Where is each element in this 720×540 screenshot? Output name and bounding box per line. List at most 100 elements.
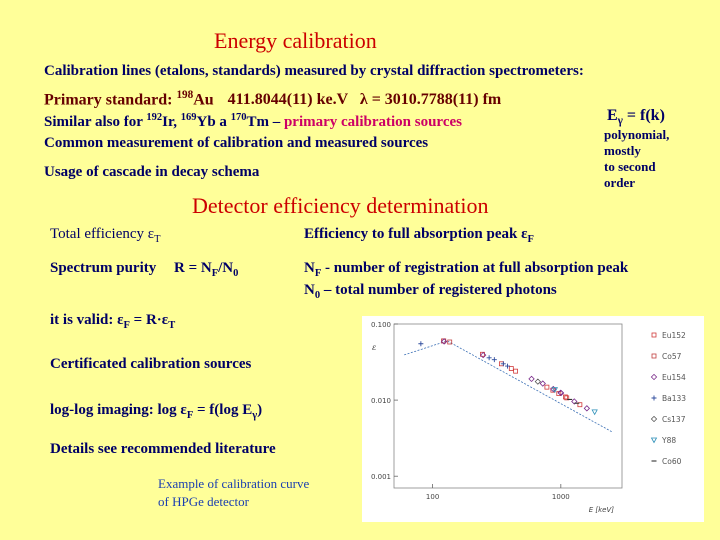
nf-text: - number of registration at full absorpt… xyxy=(321,260,629,276)
similar-sources-line: Similar also for 192Ir, 169Yb a 170Tm – … xyxy=(44,112,462,131)
similar-highlight: primary calibration sources xyxy=(283,114,462,130)
data-point xyxy=(583,405,591,412)
valid-relation: it is valid: εF = R·εT xyxy=(50,312,175,331)
fit-curve xyxy=(404,340,613,433)
heading-detector-efficiency: Detector efficiency determination xyxy=(192,193,489,218)
side-note-line: to second xyxy=(604,159,656,174)
primary-label: Primary standard: xyxy=(44,91,177,109)
valid-sub-f: F xyxy=(123,320,130,331)
calibration-lines-text: Calibration lines (etalons, standards) m… xyxy=(44,63,584,79)
efficiency-calibration-chart: 0.100 0.010 0.001 100 1000 ε E [keV] Eu152 Co57 E… xyxy=(362,316,704,522)
data-point xyxy=(508,366,514,371)
data-point xyxy=(564,395,570,401)
loglog-end: ) xyxy=(257,402,263,418)
data-point xyxy=(480,351,487,359)
legend-label: Co60 xyxy=(662,457,682,466)
total-efficiency-label: Total efficiency ε xyxy=(50,226,155,242)
loglog-imaging: log-log imaging: log εF = f(log Eγ) xyxy=(50,402,262,421)
data-point xyxy=(591,409,598,416)
purity-sub-f: F xyxy=(211,268,219,279)
side-note-line: polynomial, xyxy=(604,127,670,142)
chart-caption-line: Example of calibration curve xyxy=(158,476,310,491)
similar-element-3: Tm – xyxy=(246,114,284,130)
legend-label: Ba133 xyxy=(662,394,686,403)
common-measurement-text: Common measurement of calibration and me… xyxy=(44,135,429,151)
data-point xyxy=(577,402,583,408)
y-tick-label: 0.100 xyxy=(371,321,391,329)
legend-label: Eu154 xyxy=(662,373,686,382)
data-point xyxy=(500,361,506,367)
side-note-line: order xyxy=(604,175,636,190)
plot-frame xyxy=(393,323,623,489)
nf-sub: F xyxy=(314,268,322,279)
valid-sub-t: T xyxy=(168,320,176,331)
side-eq-main: E xyxy=(607,107,618,124)
primary-mass: 198 xyxy=(176,89,194,101)
total-efficiency-sub: T xyxy=(154,234,161,245)
data-point xyxy=(534,378,542,385)
n0-definition: N0 – total number of registered photons xyxy=(304,282,557,301)
details-literature: Details see recommended literature xyxy=(50,441,276,457)
usage-cascade-text: Usage of cascade in decay schema xyxy=(44,164,260,180)
data-point xyxy=(505,363,511,369)
x-tick-label: 1000 xyxy=(552,493,570,501)
similar-prefix: Similar also for xyxy=(44,114,147,130)
similar-element-2: Yb a xyxy=(196,114,231,130)
data-point xyxy=(651,353,657,359)
purity-formula: R = NF/N0 xyxy=(174,260,239,279)
total-efficiency: Total efficiency εT xyxy=(50,226,161,245)
nf-definition: NF - number of registration at full abso… xyxy=(304,260,628,279)
data-point xyxy=(650,373,658,381)
data-point xyxy=(650,415,658,423)
loglog-mid: = f(log E xyxy=(193,402,253,418)
purity-mid: /N xyxy=(218,260,234,276)
data-point xyxy=(513,368,519,374)
data-point xyxy=(651,332,657,338)
side-note-line: mostly xyxy=(604,143,641,158)
purity-label: Spectrum purity xyxy=(50,260,157,276)
loglog-sub-gamma: γ xyxy=(252,410,258,421)
chart-caption-line: of HPGe detector xyxy=(158,494,249,509)
data-point xyxy=(557,389,565,397)
legend-label: Cs137 xyxy=(662,415,686,424)
primary-standard-line: Primary standard: 198Au 411.8044(11) ke.… xyxy=(44,89,501,109)
purity-sub-0: 0 xyxy=(233,268,239,279)
data-point xyxy=(528,375,535,383)
data-point xyxy=(447,339,453,345)
spectrum-purity: Spectrum purity R = NF/N0 xyxy=(50,260,238,279)
legend-label: Eu152 xyxy=(662,331,686,340)
data-point xyxy=(650,437,658,444)
data-point xyxy=(571,398,578,405)
data-point xyxy=(491,357,497,363)
legend-label: Y88 xyxy=(661,436,676,445)
data-point xyxy=(544,384,550,390)
purity-r: R = N xyxy=(174,260,212,276)
full-absorption-sub: F xyxy=(527,234,534,245)
valid-mid: = R·ε xyxy=(129,312,169,328)
side-eq-rest: = f(k) xyxy=(622,107,665,124)
side-note: polynomial, mostly to second order xyxy=(604,127,669,191)
data-point xyxy=(551,387,559,394)
side-equation: Eγ = f(k) xyxy=(607,107,665,127)
primary-lambda: λ = 3010.7788(11) fm xyxy=(359,91,502,109)
x-axis-label: E [keV] xyxy=(589,506,615,514)
certificated-sources: Certificated calibration sources xyxy=(50,356,252,372)
data-point xyxy=(550,385,557,393)
y-axis-label: ε xyxy=(372,343,376,352)
similar-mass-2: 169 xyxy=(180,112,197,123)
loglog-sub-f: F xyxy=(186,410,194,421)
primary-energy: 411.8044(11) ke.V xyxy=(227,91,348,109)
data-point xyxy=(440,338,448,345)
full-absorption-efficiency: Efficiency to full absorption peak εF xyxy=(304,226,534,245)
data-point xyxy=(563,394,568,400)
similar-mass-3: 170 xyxy=(230,112,247,123)
side-eq-sub: γ xyxy=(617,115,623,128)
n0-text: – total number of registered photons xyxy=(320,282,557,298)
similar-mass-1: 192 xyxy=(146,112,163,123)
heading-energy-calibration: Energy calibration xyxy=(214,28,377,53)
x-tick-label: 100 xyxy=(426,493,439,501)
similar-element-1: Ir, xyxy=(162,114,181,130)
full-absorption-label: Efficiency to full absorption peak ε xyxy=(304,226,528,242)
valid-prefix: it is valid: ε xyxy=(50,312,124,328)
data-point xyxy=(418,341,424,347)
